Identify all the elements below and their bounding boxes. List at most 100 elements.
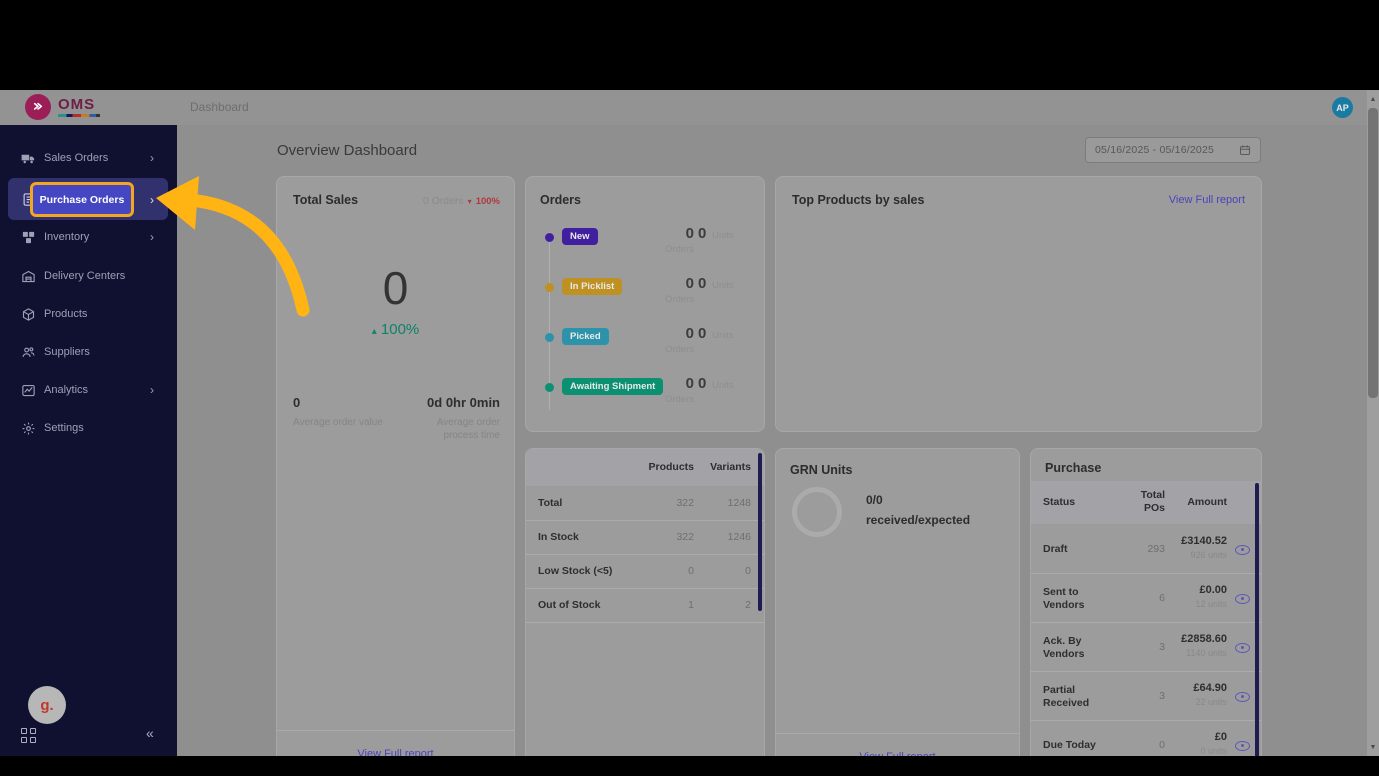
table-row-due-today: Due Today 0 £0 0 units bbox=[1031, 721, 1261, 756]
scroll-down-icon[interactable]: ▼ bbox=[1369, 743, 1377, 751]
orders-summary: 0 Orders ▾ 100% bbox=[422, 195, 500, 207]
card-title: GRN Units bbox=[790, 463, 853, 477]
total-sales-card: Total Sales 0 Orders ▾ 100% 0 ▴ 100% 0 A… bbox=[276, 176, 515, 756]
sidebar-item-label: Products bbox=[44, 308, 88, 320]
column-header-total-pos: Total POs bbox=[1140, 489, 1165, 514]
units-label: Units bbox=[712, 280, 734, 291]
table-row: Low Stock (<5) 0 0 bbox=[526, 555, 764, 589]
status-dot bbox=[545, 333, 554, 342]
chart-icon bbox=[20, 382, 36, 398]
user-avatar[interactable]: AP bbox=[1332, 97, 1353, 118]
people-icon bbox=[20, 344, 36, 360]
brand-badge[interactable]: g. bbox=[28, 686, 66, 724]
purchase-card: Purchase Status Total POs Amount Draft 2… bbox=[1030, 448, 1262, 756]
units-label: Units bbox=[712, 230, 734, 241]
main-content: Overview Dashboard 05/16/2025 - 05/16/20… bbox=[177, 125, 1367, 756]
sidebar-item-suppliers[interactable]: Suppliers bbox=[0, 337, 177, 367]
table-row: In Stock 322 1246 bbox=[526, 521, 764, 555]
annotation-highlight-box: Purchase Orders bbox=[30, 182, 134, 217]
order-status-row-in-picklist: In Picklist 0 Orders 0 Units bbox=[526, 275, 764, 315]
orders-count-label: Orders bbox=[664, 344, 694, 355]
sidebar-item-label[interactable]: Purchase Orders bbox=[39, 193, 125, 206]
status-dot bbox=[545, 283, 554, 292]
total-sales-value: 0 bbox=[382, 262, 409, 314]
scroll-up-icon[interactable]: ▲ bbox=[1369, 95, 1377, 103]
card-title: Orders bbox=[540, 193, 581, 207]
calendar-icon[interactable] bbox=[1239, 144, 1251, 156]
sidebar-collapse-icon[interactable]: « bbox=[146, 725, 154, 741]
inner-scrollbar[interactable] bbox=[758, 453, 762, 611]
sidebar-item-delivery-centers[interactable]: Delivery Centers bbox=[0, 261, 177, 291]
orders-count-label: Orders bbox=[664, 244, 694, 255]
column-header-products: Products bbox=[648, 461, 694, 473]
eye-icon[interactable] bbox=[1235, 545, 1250, 555]
boxes-icon bbox=[20, 229, 36, 245]
breadcrumb[interactable]: Dashboard bbox=[190, 100, 249, 114]
units-count: 0 bbox=[698, 375, 707, 392]
chevron-right-icon: › bbox=[150, 193, 154, 207]
sidebar-item-label: Inventory bbox=[44, 231, 90, 243]
order-status-row-new: New 0 Orders 0 Units bbox=[526, 225, 764, 265]
sidebar-item-label: Analytics bbox=[44, 384, 89, 396]
package-icon bbox=[20, 306, 36, 322]
warehouse-icon bbox=[20, 268, 36, 284]
sidebar-item-sales-orders[interactable]: Sales Orders › bbox=[0, 143, 177, 173]
table-header: Status Total POs Amount bbox=[1031, 481, 1261, 525]
orders-count-label: Orders bbox=[664, 394, 694, 405]
status-badge: New bbox=[562, 228, 598, 245]
scrollbar-thumb[interactable] bbox=[1368, 108, 1378, 398]
eye-icon[interactable] bbox=[1235, 643, 1250, 653]
column-header-status: Status bbox=[1043, 496, 1076, 508]
logo-text: OMS bbox=[58, 96, 96, 113]
status-badge: Awaiting Shipment bbox=[562, 378, 664, 395]
table-header: Products Variants bbox=[526, 449, 764, 487]
order-status-row-awaiting-shipment: Awaiting Shipment 0 Orders 0 Units bbox=[526, 375, 764, 415]
orders-count: 0 bbox=[685, 225, 694, 242]
letterbox-top bbox=[0, 0, 1379, 90]
status-dot bbox=[545, 383, 554, 392]
app-logo[interactable]: OMS bbox=[25, 94, 100, 120]
column-header-variants: Variants bbox=[710, 461, 751, 473]
grn-ratio: 0/0 bbox=[866, 493, 883, 507]
sidebar-item-label: Settings bbox=[44, 422, 84, 434]
eye-icon[interactable] bbox=[1235, 594, 1250, 604]
decline-caret-icon: ▾ bbox=[467, 196, 472, 206]
sidebar-item-products[interactable]: Products bbox=[0, 299, 177, 329]
page-title: Overview Dashboard bbox=[277, 142, 418, 159]
view-full-report-link[interactable]: View Full report bbox=[1168, 194, 1245, 206]
sidebar-item-inventory[interactable]: Inventory › bbox=[0, 222, 177, 252]
inner-scrollbar[interactable] bbox=[1255, 483, 1259, 756]
logo-underline bbox=[58, 114, 100, 117]
eye-icon[interactable] bbox=[1235, 741, 1250, 751]
units-count: 0 bbox=[698, 225, 707, 242]
eye-icon[interactable] bbox=[1235, 692, 1250, 702]
stock-summary-card: Products Variants Total 322 1248 In Stoc… bbox=[525, 448, 765, 756]
table-row-ack-by-vendors: Ack. By Vendors 3 £2858.60 1140 units bbox=[1031, 623, 1261, 672]
view-full-report-link[interactable]: View Full report bbox=[357, 748, 434, 756]
page-scrollbar[interactable]: ▲ ▼ bbox=[1367, 90, 1379, 756]
orders-count-label: Orders bbox=[664, 294, 694, 305]
sidebar: Sales Orders › Purchase Orders › Invento… bbox=[0, 125, 177, 756]
top-header: OMS Dashboard AP bbox=[0, 90, 1367, 125]
column-header-amount: Amount bbox=[1187, 496, 1227, 508]
units-count: 0 bbox=[698, 325, 707, 342]
sidebar-item-label: Suppliers bbox=[44, 346, 90, 358]
grn-units-card: GRN Units 0/0 received/expected View Ful… bbox=[775, 448, 1020, 756]
gear-icon bbox=[20, 420, 36, 436]
letterbox-bottom bbox=[0, 756, 1379, 776]
sidebar-item-analytics[interactable]: Analytics › bbox=[0, 375, 177, 405]
status-badge: In Picklist bbox=[562, 278, 623, 295]
sidebar-item-settings[interactable]: Settings bbox=[0, 413, 177, 443]
view-full-report-link[interactable]: View Full report bbox=[859, 751, 935, 756]
table-row-partial-received: Partial Received 3 £64.90 22 units bbox=[1031, 672, 1261, 721]
apps-grid-icon[interactable] bbox=[21, 728, 37, 744]
orders-count: 0 bbox=[685, 325, 694, 342]
card-title: Top Products by sales bbox=[792, 193, 925, 207]
card-title: Purchase bbox=[1045, 461, 1102, 475]
date-range-picker[interactable]: 05/16/2025 - 05/16/2025 bbox=[1085, 137, 1261, 163]
grn-caption: received/expected bbox=[866, 513, 971, 527]
status-dot bbox=[545, 233, 554, 242]
units-count: 0 bbox=[698, 275, 707, 292]
orders-card: Orders New 0 Orders 0 Units In Picklist … bbox=[525, 176, 765, 432]
